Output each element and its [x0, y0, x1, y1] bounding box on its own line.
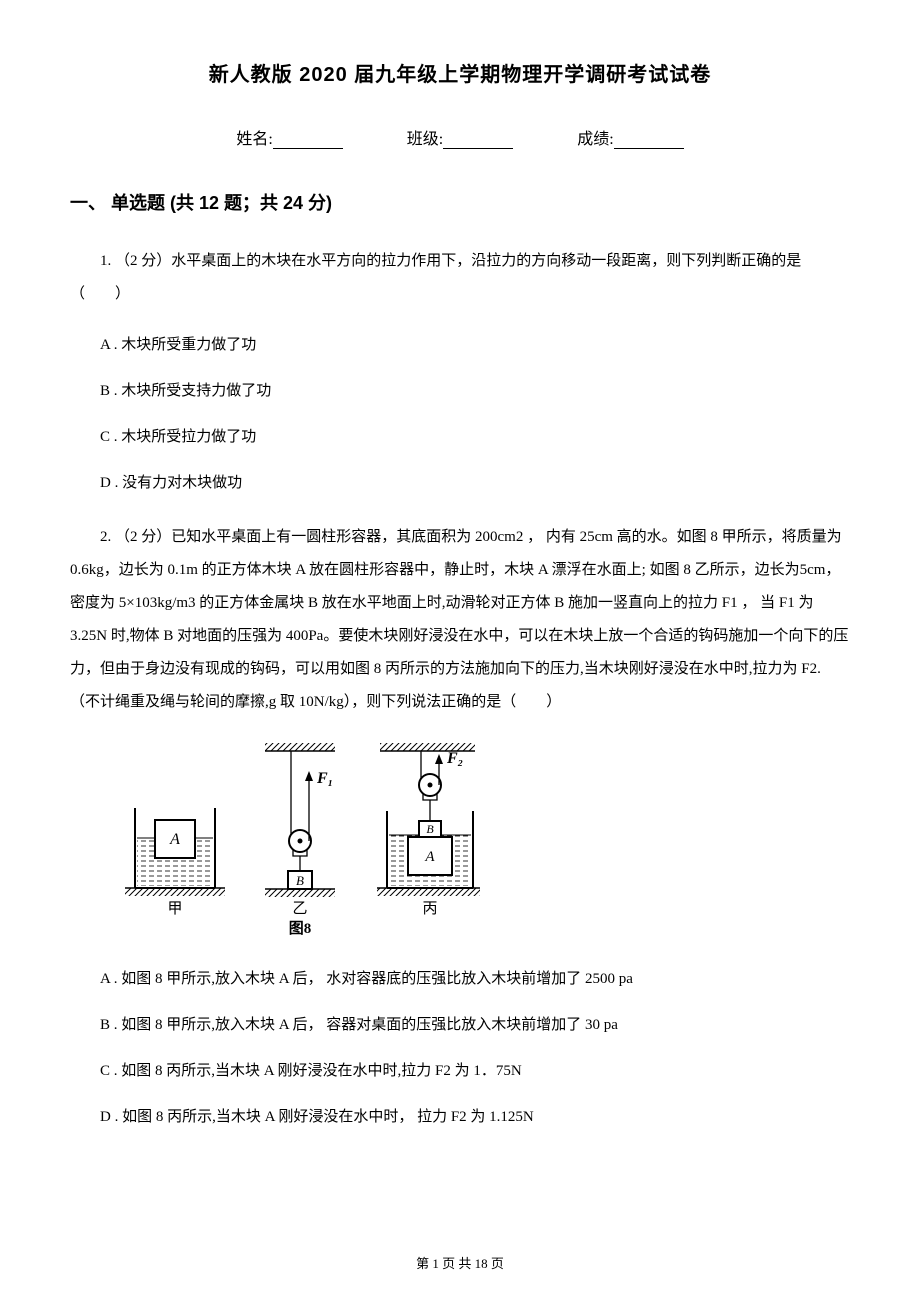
- fig-b-label: 乙: [292, 901, 307, 917]
- score-label: 成绩:: [577, 131, 613, 148]
- class-blank[interactable]: [443, 133, 513, 149]
- page-title: 新人教版 2020 届九年级上学期物理开学调研考试试卷: [70, 58, 850, 87]
- q2-choice-b: B . 如图 8 甲所示,放入木块 A 后， 容器对桌面的压强比放入木块前增加了…: [70, 1013, 850, 1037]
- q2-choice-a: A . 如图 8 甲所示,放入木块 A 后， 水对容器底的压强比放入木块前增加了…: [70, 967, 850, 991]
- score-field: 成绩:: [577, 125, 683, 149]
- score-blank[interactable]: [614, 133, 684, 149]
- section-1-heading: 一、 单选题 (共 12 题；共 24 分): [70, 189, 850, 215]
- q1-choice-a: A . 木块所受重力做了功: [70, 333, 850, 357]
- q2-stem: 2. （2 分）已知水平桌面上有一圆柱形容器，其底面积为 200cm2 ， 内有…: [70, 521, 850, 719]
- name-blank[interactable]: [273, 133, 343, 149]
- q1-choices: A . 木块所受重力做了功 B . 木块所受支持力做了功 C . 木块所受拉力做…: [70, 333, 850, 495]
- fig-caption: 图8: [289, 920, 312, 937]
- q2-choice-c: C . 如图 8 丙所示,当木块 A 刚好浸没在水中时,拉力 F2 为 1．75…: [70, 1059, 850, 1083]
- fig-f1-label: F₁: [316, 770, 333, 787]
- class-field: 班级:: [407, 125, 513, 149]
- q1-choice-c: C . 木块所受拉力做了功: [70, 425, 850, 449]
- q1-choice-d: D . 没有力对木块做功: [70, 471, 850, 495]
- fig-f2-label: F₂: [446, 750, 463, 767]
- fig-c-block-a: A: [424, 849, 435, 865]
- class-label: 班级:: [407, 131, 443, 148]
- fig-c-label: 丙: [422, 901, 437, 917]
- q1-choice-b: B . 木块所受支持力做了功: [70, 379, 850, 403]
- q2-choices: A . 如图 8 甲所示,放入木块 A 后， 水对容器底的压强比放入木块前增加了…: [70, 967, 850, 1129]
- fig-c-block-b: B: [426, 822, 434, 836]
- name-label: 姓名:: [236, 131, 272, 148]
- name-field: 姓名:: [236, 125, 342, 149]
- fig-a-label: 甲: [167, 901, 182, 917]
- q2-choice-d: D . 如图 8 丙所示,当木块 A 刚好浸没在水中时， 拉力 F2 为 1.1…: [70, 1105, 850, 1129]
- meta-row: 姓名: 班级: 成绩:: [70, 125, 850, 149]
- fig-block-b-label: B: [296, 873, 304, 888]
- q1-stem: 1. （2 分）水平桌面上的木块在水平方向的拉力作用下，沿拉力的方向移动一段距离…: [70, 245, 850, 311]
- q2-figure: A 甲 F₁ B 乙 图8: [120, 743, 850, 943]
- fig-block-a-label: A: [169, 831, 180, 848]
- figure-8-svg: A 甲 F₁ B 乙 图8: [120, 743, 480, 943]
- page-footer: 第 1 页 共 18 页: [0, 1253, 920, 1272]
